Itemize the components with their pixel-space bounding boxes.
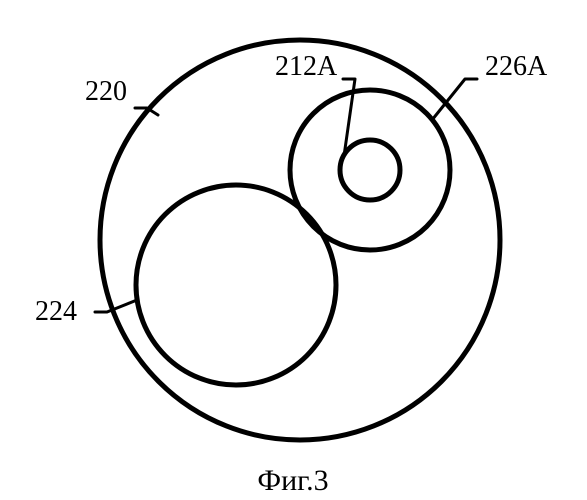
upper-right-circle-226A <box>290 90 450 250</box>
inner-small-circle-212A <box>340 140 400 200</box>
figure-caption: Фиг.3 <box>257 464 328 497</box>
label-212A: 212A <box>275 51 338 82</box>
label-220: 220 <box>85 76 127 107</box>
label-224: 224 <box>35 296 77 327</box>
figure-3-diagram: 220 224 212A 226A Фиг.3 <box>0 0 587 500</box>
outer-circle-220 <box>100 40 500 440</box>
leader-224 <box>95 300 137 312</box>
label-226A: 226A <box>485 51 548 82</box>
